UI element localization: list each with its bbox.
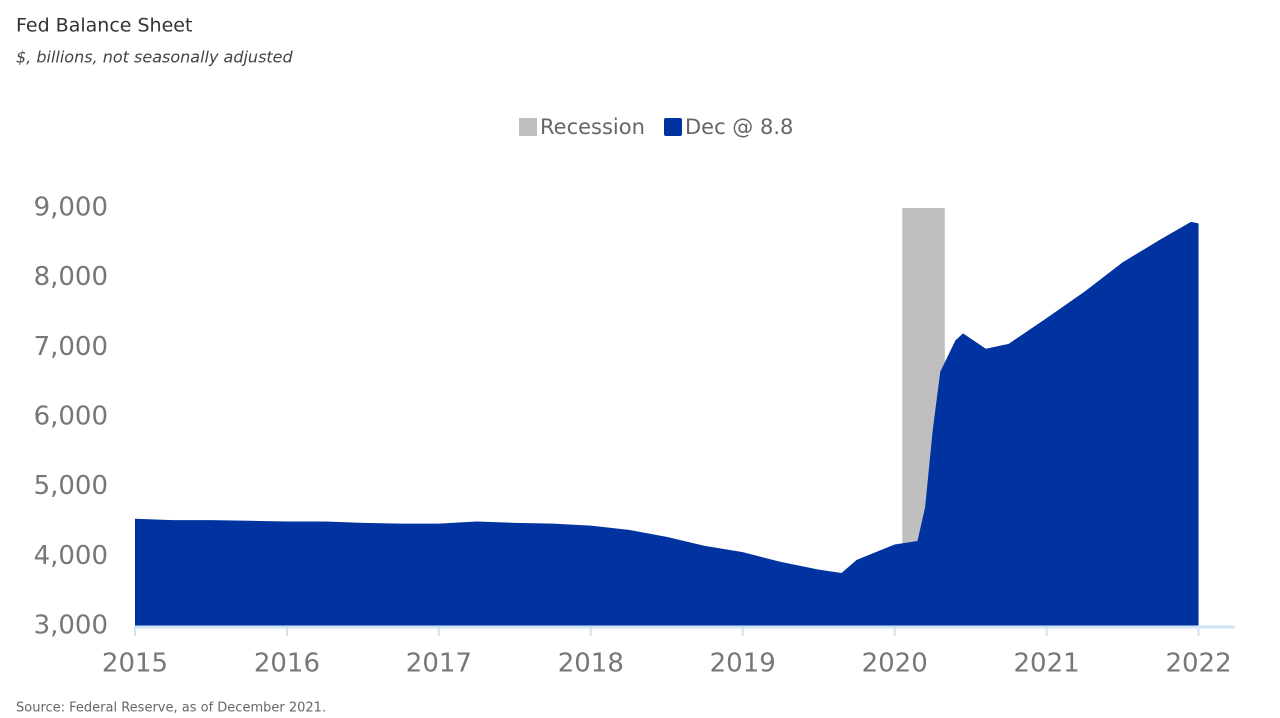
y-tick-label: 9,000 [34,193,108,223]
legend-swatch [664,118,682,136]
y-tick-label: 7,000 [34,332,108,362]
x-tick-label: 2018 [558,649,624,679]
x-tick-label: 2020 [862,649,928,679]
legend-swatch [519,118,537,136]
y-tick-label: 8,000 [34,262,108,292]
x-tick-label: 2019 [710,649,776,679]
legend-label: Dec @ 8.8 [685,115,793,139]
x-tick-label: 2021 [1014,649,1080,679]
area [135,221,1199,626]
source-note: Source: Federal Reserve, as of December … [16,701,326,716]
chart-title: Fed Balance Sheet [16,15,192,37]
chart-subtitle: $, billions, not seasonally adjusted [16,48,294,67]
x-tick-label: 2016 [254,649,320,679]
y-tick-label: 6,000 [34,402,108,432]
x-tick-label: 2022 [1165,649,1231,679]
y-tick-label: 3,000 [34,611,108,641]
y-tick-label: 5,000 [34,471,108,501]
legend-label: Recession [540,115,645,139]
x-tick-label: 2015 [102,649,168,679]
x-tick-label: 2017 [406,649,472,679]
y-tick-label: 4,000 [34,541,108,571]
